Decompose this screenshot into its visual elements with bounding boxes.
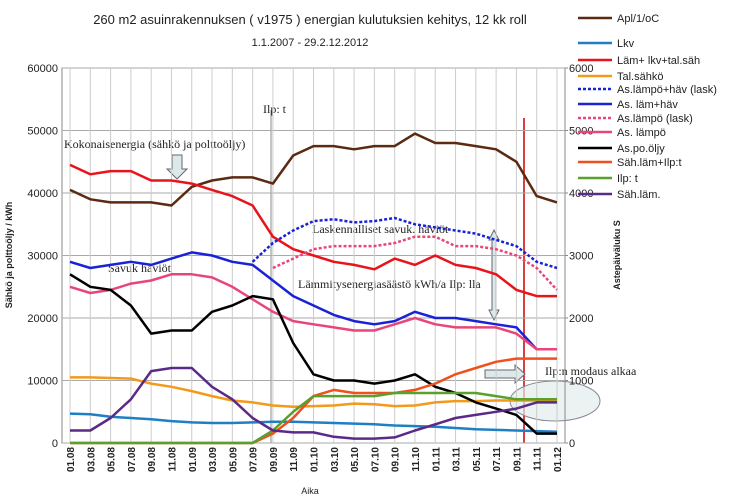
chart-subtitle: 1.1.2007 - 29.2.12.2012	[252, 37, 369, 49]
series-line	[272, 235, 558, 291]
x-tick-label: 11.09	[289, 447, 300, 472]
legend-label: Ilp: t	[617, 173, 638, 185]
x-tick-label: 01.11	[431, 447, 442, 472]
x-tick-label: 09.10	[391, 447, 402, 472]
series-line	[69, 132, 558, 207]
chart-title: 260 m2 asuinrakennuksen ( v1975 ) energi…	[93, 12, 527, 27]
y-tick-label: 40000	[27, 188, 58, 200]
y-axis-label: Sähkö ja polttoöljy / kWh	[4, 202, 14, 309]
x-tick-label: 05.08	[107, 447, 118, 472]
legend-label: As.lämpö+häv (lask)	[617, 84, 717, 96]
y2-tick-label: 1000	[569, 376, 593, 388]
x-axis-label: Aika	[301, 486, 319, 496]
y2-axis-label: Astepäiväluku S	[612, 220, 622, 290]
x-tick-label: 09.09	[269, 447, 280, 472]
arrow	[488, 228, 500, 322]
y-tick-label: 50000	[27, 126, 58, 138]
x-tick-label: 01.08	[66, 447, 77, 472]
x-tick-label: 03.10	[330, 447, 341, 472]
series-line	[69, 412, 558, 434]
x-tick-label: 09.08	[147, 447, 158, 472]
x-tick-label: 05.09	[228, 447, 239, 472]
x-tick-label: 07.11	[492, 447, 503, 472]
x-tick-label: 09.11	[512, 447, 523, 472]
annotation: Lämmitysenergiasäästö kWh/a Ilp: lla	[298, 277, 481, 291]
y-tick-label: 20000	[27, 313, 58, 325]
legend-label: Tal.sähkö	[617, 71, 663, 83]
x-tick-label: 01.12	[553, 447, 564, 472]
x-tick-label: 07.08	[127, 447, 138, 472]
x-tick-label: 03.11	[452, 447, 463, 472]
x-tick-label: 03.09	[208, 447, 219, 472]
series-line	[69, 273, 557, 351]
y2-tick-label: 2000	[569, 313, 593, 325]
x-tick-label: 11.10	[411, 447, 422, 472]
legend-label: Säh.läm+Ilp:t	[617, 157, 682, 169]
y-tick-label: 0	[52, 438, 58, 450]
plot-layer: 0 10000 20000 30000 40000 50000 60000 0 1000 2000…	[27, 13, 717, 472]
legend-label: As. lämpö	[617, 127, 666, 139]
y2-tick-label: 3000	[569, 251, 593, 263]
y-tick-label: 60000	[27, 63, 58, 75]
x-tick-label: 05.10	[350, 447, 361, 472]
legend-label: Säh.läm.	[617, 189, 660, 201]
arrow	[165, 154, 189, 180]
x-tick-label: 07.10	[370, 447, 381, 472]
y-tick-label: 10000	[27, 376, 58, 388]
series-line	[70, 366, 557, 440]
annotation: Laskennalliset savuk. häviöt	[312, 222, 449, 236]
series-line	[70, 391, 557, 445]
y2-tick-label: 0	[569, 438, 575, 450]
legend-label: As.lämpö (lask)	[617, 113, 693, 125]
x-tick-label: 01.09	[188, 447, 199, 472]
series-line	[69, 273, 557, 435]
x-tick-label: 07.09	[249, 447, 260, 472]
x-tick-label: 01.10	[310, 447, 321, 472]
annotation: Ilp:n modaus alkaa	[545, 364, 637, 378]
legend-label: As.po.öljy	[617, 143, 665, 155]
legend-label: Apl/1/oC	[617, 13, 659, 25]
legend-label: Lkv	[617, 38, 635, 50]
x-tick-label: 03.08	[86, 447, 97, 472]
y-tick-label: 30000	[27, 251, 58, 263]
arrow	[484, 363, 526, 385]
annotation: Kokonaisenergia (sähkö ja polttoöljy)	[64, 137, 245, 151]
legend-label: As. läm+häv	[617, 99, 678, 111]
legend-label: Läm+ lkv+tal.säh	[617, 55, 700, 67]
y2-tick-label: 6000	[569, 63, 593, 75]
x-tick-label: 05.11	[472, 447, 483, 472]
x-tick-label: 11.11	[533, 447, 544, 471]
series-line	[69, 251, 557, 351]
x-tick-label: 11.08	[167, 447, 178, 472]
annotation: Ilp: t	[263, 102, 287, 116]
series-line	[251, 216, 558, 270]
series-line	[69, 163, 557, 298]
